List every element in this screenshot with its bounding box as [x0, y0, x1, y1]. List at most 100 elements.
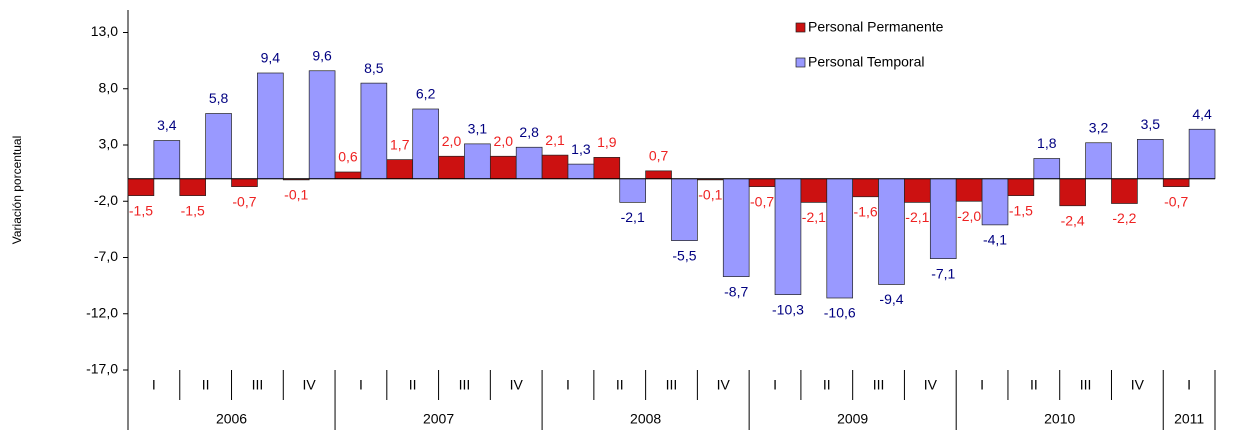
x-tick-label: I — [152, 377, 156, 393]
data-label: -1,5 — [181, 202, 205, 218]
data-label: 1,3 — [571, 141, 591, 157]
x-tick-label: I — [773, 377, 777, 393]
bar — [722, 178, 750, 277]
data-label: -7,1 — [931, 265, 955, 281]
data-label: -1,5 — [1009, 202, 1033, 218]
data-label: -2,2 — [1112, 210, 1136, 226]
data-label: 2,0 — [494, 133, 514, 149]
bar — [1085, 142, 1112, 180]
data-label: -1,6 — [854, 203, 878, 219]
y-tick-label: -17,0 — [86, 361, 118, 377]
bar — [981, 178, 1009, 226]
x-tick-label: IV — [510, 377, 524, 393]
legend-label: Personal Temporal — [808, 54, 924, 70]
data-label: 4,4 — [1192, 106, 1212, 122]
bar — [464, 143, 491, 180]
data-label: 6,2 — [416, 86, 436, 102]
x-group-label: 2007 — [423, 411, 454, 427]
x-group-label: 2008 — [630, 411, 661, 427]
data-label: 2,1 — [545, 132, 565, 148]
data-label: 5,8 — [209, 90, 229, 106]
data-label: 1,9 — [597, 134, 617, 150]
data-label: -2,1 — [621, 209, 645, 225]
data-label: 2,8 — [519, 124, 539, 140]
bar — [593, 157, 621, 180]
y-tick-label: 13,0 — [91, 23, 118, 39]
x-group-label: 2006 — [216, 411, 247, 427]
data-label: 3,2 — [1089, 119, 1109, 135]
bar — [1007, 178, 1035, 196]
x-tick-label: II — [202, 377, 210, 393]
y-tick-label: -2,0 — [94, 192, 118, 208]
bar — [671, 178, 698, 241]
bar — [515, 146, 543, 180]
data-label: 0,7 — [649, 148, 669, 164]
x-tick-label: II — [409, 377, 417, 393]
data-label: 1,7 — [390, 136, 410, 152]
x-tick-label: I — [1187, 377, 1191, 393]
data-label: 3,1 — [468, 121, 488, 137]
bar — [386, 159, 414, 180]
bar — [878, 178, 905, 285]
bar — [489, 155, 517, 180]
bar — [774, 178, 802, 295]
data-label: -10,3 — [772, 301, 804, 317]
x-tick-label: IV — [1131, 377, 1145, 393]
bar — [1059, 178, 1086, 207]
y-tick-label: 8,0 — [99, 79, 119, 95]
legend-swatch — [795, 22, 806, 33]
data-label: 3,5 — [1141, 116, 1161, 132]
bar — [1188, 128, 1216, 180]
bar — [904, 178, 931, 203]
data-label: -0,7 — [1164, 193, 1188, 209]
data-label: 1,8 — [1037, 135, 1057, 151]
data-label: -2,4 — [1061, 212, 1085, 228]
legend-label: Personal Permanente — [808, 19, 944, 35]
data-label: 0,6 — [338, 149, 358, 165]
data-label: -0,7 — [750, 193, 774, 209]
x-group-label: 2009 — [837, 411, 868, 427]
bar — [257, 72, 284, 180]
data-label: -10,6 — [824, 305, 856, 321]
bar — [412, 108, 439, 180]
data-label: -9,4 — [879, 291, 903, 307]
bar — [852, 178, 879, 198]
y-tick-label: 3,0 — [99, 136, 119, 152]
x-tick-label: I — [980, 377, 984, 393]
bar — [179, 178, 206, 196]
data-label: -2,1 — [905, 209, 929, 225]
bar — [1111, 178, 1138, 204]
x-tick-label: III — [666, 377, 678, 393]
data-label: 9,4 — [261, 50, 281, 66]
x-tick-label: IV — [924, 377, 938, 393]
bar — [567, 163, 595, 180]
bar — [360, 82, 388, 180]
x-tick-label: IV — [717, 377, 731, 393]
data-label: 3,4 — [157, 117, 177, 133]
bar — [619, 178, 646, 203]
bar — [929, 178, 957, 259]
bar — [153, 140, 181, 180]
x-tick-label: II — [616, 377, 624, 393]
y-tick-label: -7,0 — [94, 248, 118, 264]
bar — [1137, 139, 1164, 180]
y-tick-label: -12,0 — [86, 304, 118, 320]
bar — [334, 171, 362, 180]
x-tick-label: I — [566, 377, 570, 393]
bar — [748, 178, 776, 187]
x-group-label: 2010 — [1044, 411, 1075, 427]
data-label: -2,1 — [802, 209, 826, 225]
bar — [1162, 178, 1190, 187]
data-label: -0,7 — [232, 193, 256, 209]
data-label: -4,1 — [983, 232, 1007, 248]
bar — [955, 178, 983, 202]
bar — [438, 155, 465, 180]
data-label: 9,6 — [312, 47, 332, 63]
x-tick-label: II — [823, 377, 831, 393]
data-label: -0,1 — [284, 187, 308, 203]
data-label: -1,5 — [129, 202, 153, 218]
data-label: -8,7 — [724, 283, 748, 299]
y-axis-label: Variación porcentual — [10, 136, 24, 245]
bar — [308, 70, 336, 180]
